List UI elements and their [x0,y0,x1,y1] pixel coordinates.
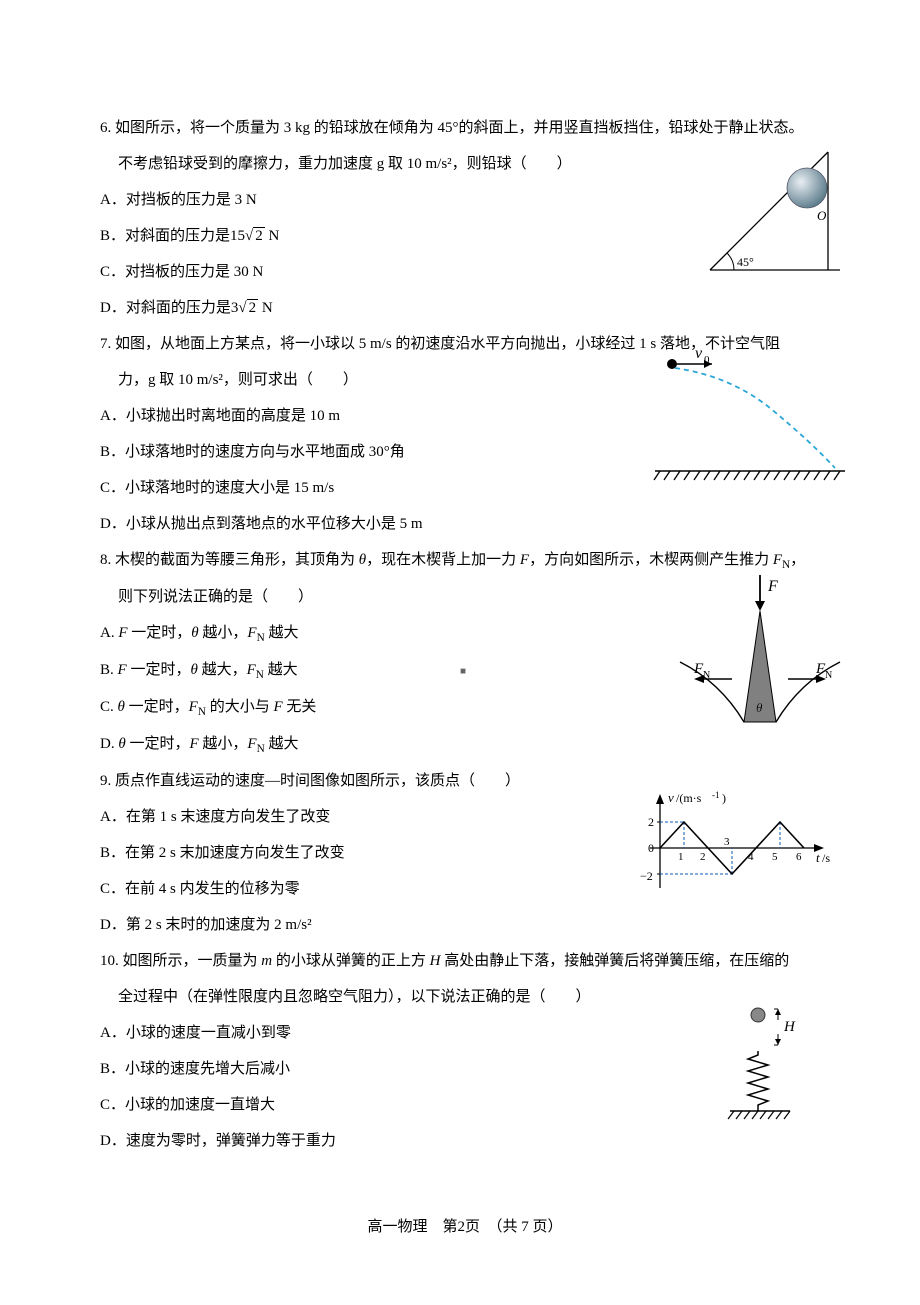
question-6: O 45° 6. 如图所示，将一个质量为 3 kg 的铅球放在倾角为 45°的斜… [100,110,830,326]
svg-text:N: N [703,670,710,681]
svg-text:θ: θ [756,700,763,715]
svg-text:v: v [695,346,703,362]
label-O: O [817,208,827,223]
svg-text:F: F [767,578,778,595]
svg-text:): ) [722,791,726,805]
svg-text:/s: /s [822,851,830,865]
watermark-dot: ■ [460,660,466,684]
svg-text:0: 0 [648,841,654,855]
svg-text:v: v [668,790,674,805]
q7-option-d: D．小球从抛出点到落地点的水平位移大小是 5 m [100,506,830,542]
svg-text:2: 2 [700,851,706,863]
svg-text:5: 5 [772,851,778,863]
svg-text:6: 6 [796,851,802,863]
figure-q10: H [720,1003,820,1147]
figure-q9: v /(m·s -1 ) t /s 2 0 −2 123456 [630,788,840,922]
svg-text:t: t [816,850,820,865]
label-45deg: 45° [737,255,754,269]
question-7: v 0 7. 如图，从地面上方某点，将一小球以 5 m/s 的初速度沿水平方向抛… [100,326,830,542]
figure-q7: v 0 [650,346,850,500]
q10-stem-1: 10. 如图所示，一质量为 m 的小球从弹簧的正上方 H 高处由静止下落，接触弹… [100,943,830,979]
svg-text:1: 1 [678,851,684,863]
svg-text:/(m·s: /(m·s [676,791,702,805]
page-footer: 高一物理 第2页 （共 7 页） [100,1209,830,1245]
question-9: v /(m·s -1 ) t /s 2 0 −2 123456 [100,763,830,943]
svg-text:N: N [825,670,832,681]
svg-text:H: H [783,1019,796,1035]
q6-option-d: D．对斜面的压力是32 N [100,290,830,326]
figure-q8: F F N F N θ θ [670,567,850,751]
svg-text:−2: −2 [640,869,653,883]
svg-text:3: 3 [724,836,730,848]
question-8: F F N F N θ θ 8. 木楔的截面为等腰三角形，其顶角为 θ，现在木楔… [100,542,830,763]
figure-q6: O 45° [700,140,850,294]
svg-text:-1: -1 [712,790,720,800]
svg-text:2: 2 [648,815,654,829]
svg-text:0: 0 [704,354,710,366]
question-10: H 10. 如图所示，一质量为 m 的小球从弹簧的正上方 H 高处由静止下落，接… [100,943,830,1159]
